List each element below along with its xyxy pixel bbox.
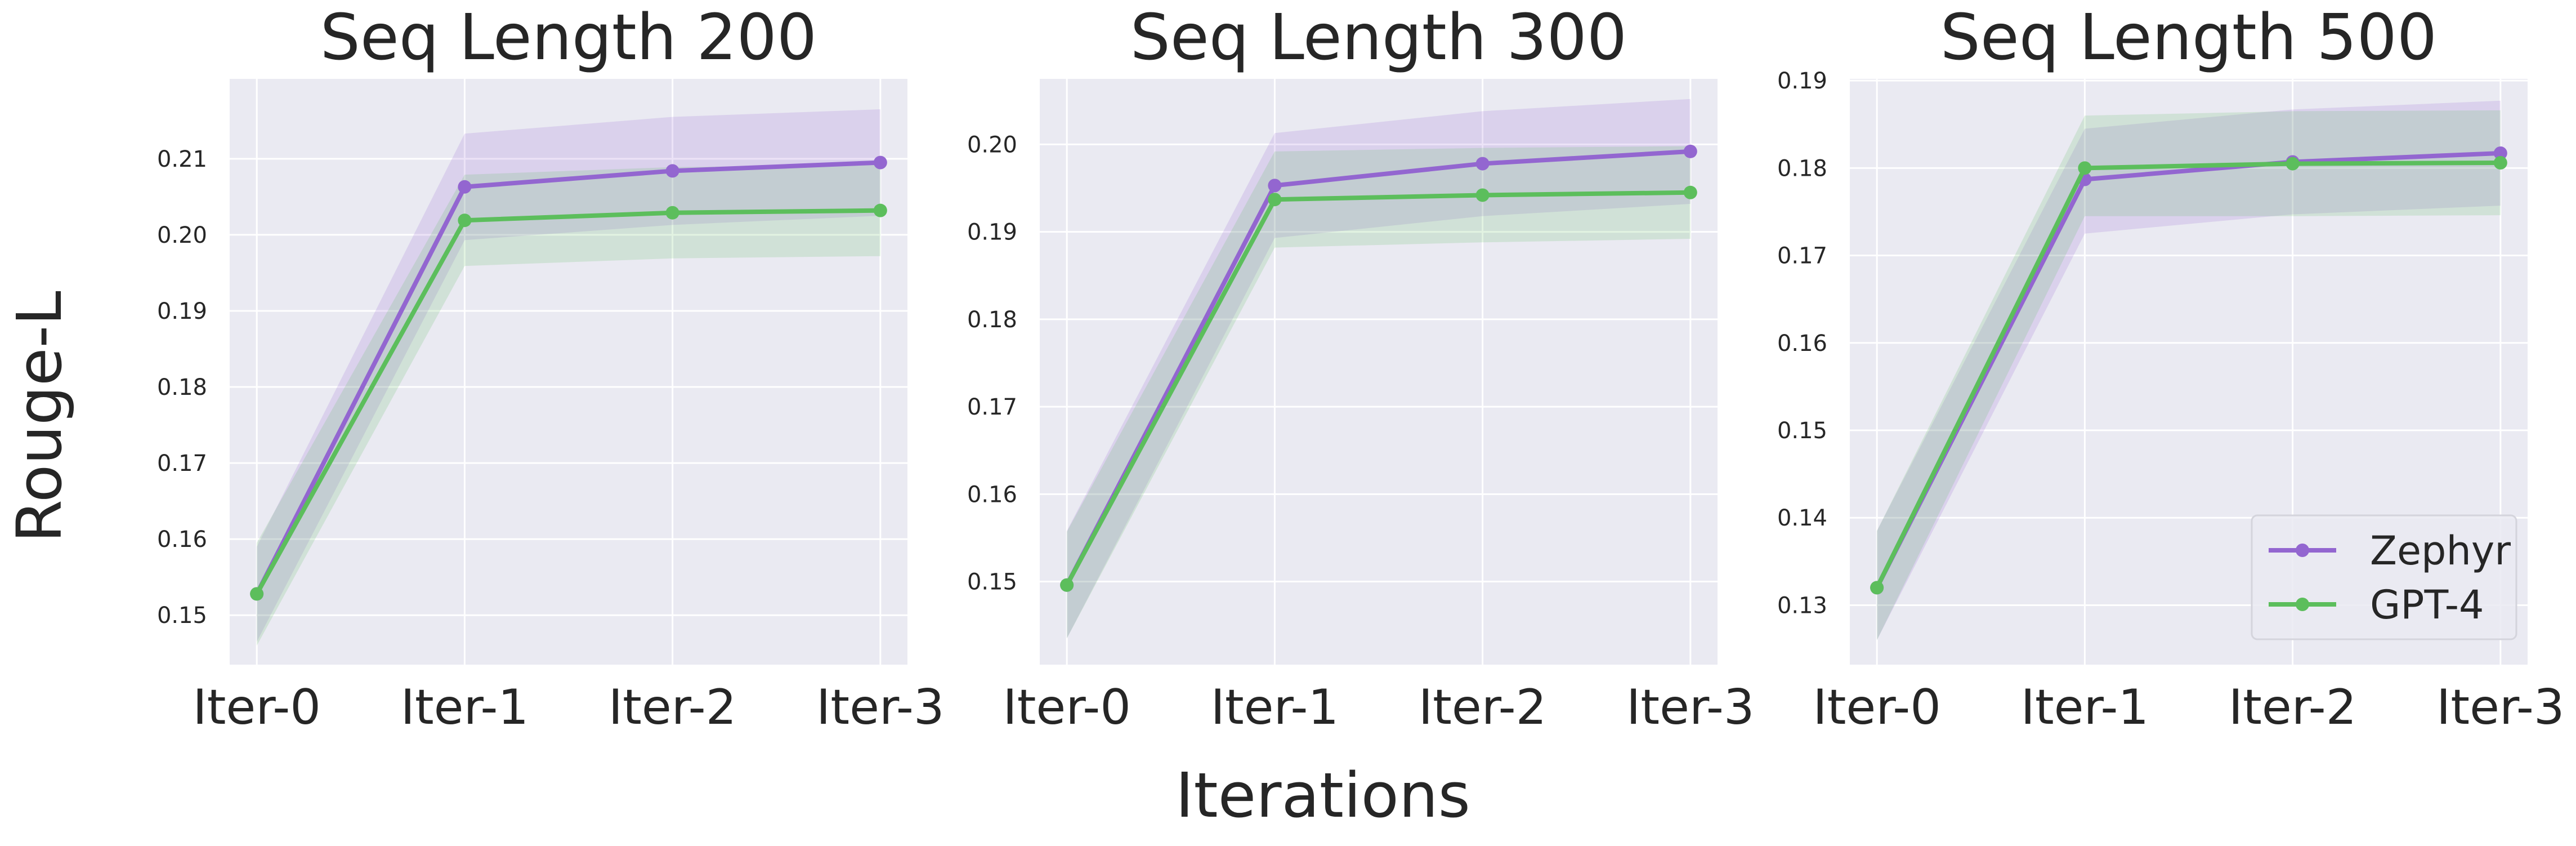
zephyr-point	[2493, 146, 2507, 160]
gpt4-point	[1060, 578, 1074, 592]
gpt4-series-line	[1065, 190, 1690, 586]
gpt4-point	[458, 213, 472, 228]
y-tick-label: 0.16	[157, 527, 207, 553]
legend: Zephyr GPT-4	[2251, 514, 2517, 640]
plot-area	[230, 79, 907, 665]
y-axis-label: Rouge-L	[3, 291, 75, 543]
x-tick-label: Iter-1	[2021, 679, 2149, 736]
y-tick-label: 0.15	[1777, 418, 1827, 444]
x-tick-label: Iter-3	[816, 679, 945, 736]
x-tick-label: Iter-3	[2436, 679, 2565, 736]
y-tick-label: 0.17	[1777, 243, 1827, 269]
x-tick-label: Iter-0	[1813, 679, 1941, 736]
zephyr-point	[873, 155, 887, 170]
legend-box	[2251, 514, 2517, 640]
chart-title: Seq Length 300	[1130, 1, 1627, 74]
gpt4-point	[873, 203, 887, 217]
zephyr-series-line	[1875, 150, 2501, 589]
gpt4-point	[1475, 188, 1490, 202]
x-axis-label: Iterations	[1175, 759, 1470, 831]
gpt4-point	[1683, 185, 1697, 199]
gpt4-point	[2078, 161, 2092, 175]
zephyr-series-line	[1065, 149, 1691, 586]
x-tick-label: Iter-2	[609, 679, 737, 736]
x-tick-label: Iter-2	[1419, 679, 1547, 736]
y-tick-label: 0.13	[1777, 593, 1827, 618]
zephyr-confidence-band	[1067, 99, 1690, 639]
x-tick-label: Iter-0	[1003, 679, 1131, 736]
gpt4-point	[2286, 157, 2300, 171]
y-tick-label: 0.16	[967, 482, 1017, 507]
zephyr-point	[458, 180, 472, 194]
zephyr-point	[665, 164, 679, 178]
y-tick-label: 0.18	[967, 307, 1017, 333]
gpt4-point	[2493, 156, 2507, 170]
zephyr-point	[1475, 157, 1490, 171]
y-tick-label: 0.15	[967, 569, 1017, 595]
legend-swatch-marker	[2296, 544, 2309, 557]
gpt4-confidence-band	[1067, 146, 1690, 639]
gpt4-series-line	[254, 208, 880, 595]
y-tick-label: 0.20	[967, 132, 1017, 158]
x-tick-label: Iter-1	[401, 679, 529, 736]
y-tick-label: 0.20	[157, 222, 207, 248]
gpt4-confidence-band	[1877, 110, 2501, 640]
chart-title: Seq Length 200	[320, 1, 817, 74]
gpt4-point	[665, 206, 679, 220]
zephyr-confidence-band	[257, 109, 880, 642]
gpt4-series-line	[1875, 161, 2501, 589]
zephyr-confidence-band	[1877, 100, 2501, 640]
x-tick-label: Iter-0	[193, 679, 321, 736]
x-tick-label: Iter-2	[2229, 679, 2357, 736]
x-tick-label: Iter-1	[1211, 679, 1339, 736]
gpt4-point	[250, 587, 264, 601]
chart-panels: 0.15 0.16 0.17 0.18 0.19 0.20 0.21 Iter-0 Iter-1…	[157, 1, 2565, 736]
x-tick-label: Iter-3	[1626, 679, 1755, 736]
y-tick-label: 0.16	[1777, 331, 1827, 357]
chart-panel-2: 0.15 0.16 0.17 0.18 0.19 0.20 Iter-0 Iter-1 Iter…	[967, 1, 1755, 736]
y-tick-label: 0.17	[157, 451, 207, 477]
y-tick-label: 0.19	[967, 220, 1017, 246]
y-tick-label: 0.14	[1777, 505, 1827, 531]
y-tick-label: 0.17	[967, 394, 1017, 420]
y-tick-label: 0.21	[157, 146, 207, 172]
y-tick-label: 0.18	[1777, 155, 1827, 181]
y-tick-label: 0.19	[157, 299, 207, 324]
zephyr-point	[1683, 144, 1697, 158]
zephyr-point	[1268, 179, 1282, 193]
legend-label: Zephyr	[2370, 528, 2511, 574]
zephyr-series-line	[254, 160, 881, 595]
chart-panel-1: 0.15 0.16 0.17 0.18 0.19 0.20 0.21 Iter-0 Iter-1…	[157, 1, 945, 736]
legend-swatch-marker	[2296, 598, 2309, 611]
y-tick-label: 0.18	[157, 375, 207, 400]
legend-label: GPT-4	[2370, 582, 2484, 628]
y-tick-label: 0.19	[1777, 68, 1827, 94]
gpt4-point	[1268, 193, 1282, 207]
y-tick-label: 0.15	[157, 603, 207, 629]
chart-title: Seq Length 500	[1940, 1, 2437, 74]
gpt4-point	[1870, 581, 1884, 595]
